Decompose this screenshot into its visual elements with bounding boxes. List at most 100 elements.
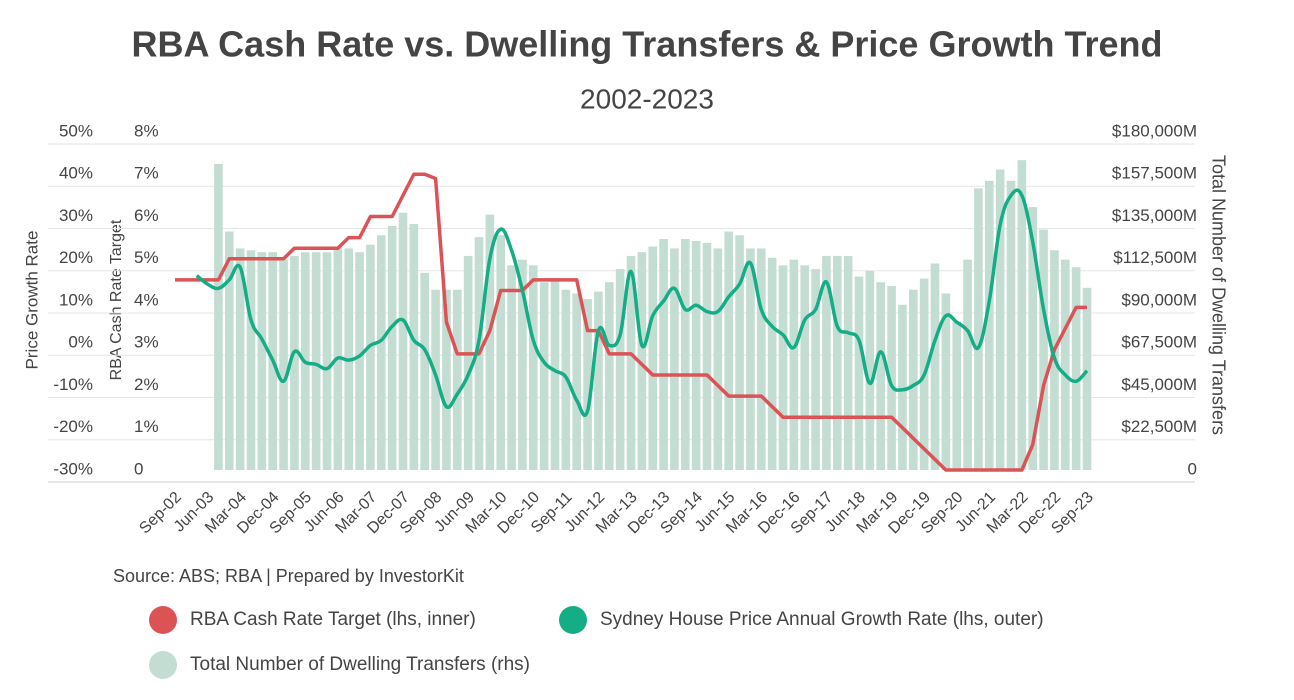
bar [376,235,386,470]
bar [974,188,983,471]
legend: RBA Cash Rate Target (lhs, inner) Sydney … [149,606,1044,679]
y2-tick-label: $180,000M [1112,121,1197,140]
bar [507,265,516,470]
y3-tick-label: 6% [134,206,159,225]
bar [887,285,896,470]
bar [409,224,419,470]
y2-tick-label: $45,000M [1121,375,1197,394]
bar [680,239,690,470]
chart-subtitle: 2002-2023 [580,83,714,114]
bar [724,231,734,470]
line [175,172,1087,472]
chart-title: RBA Cash Rate vs. Dwelling Transfers & P… [132,24,1163,65]
y-tick-label: 0% [68,333,93,352]
y2-tick-label: 0 [1188,459,1197,478]
y3-tick-label: 4% [134,290,159,309]
bar [485,214,495,470]
y-axis-title: Price Growth Rate [22,231,41,370]
bar [908,289,918,470]
y2-tick-label: $90,000M [1121,290,1197,309]
bar [691,240,701,470]
bar [311,252,321,470]
bar [1082,287,1092,470]
y-tick-label: 10% [59,290,93,309]
bar [702,242,712,470]
bar [442,289,451,470]
y3-tick-label: 5% [134,248,159,267]
bar [984,180,994,471]
bar [322,252,332,470]
bar [355,252,364,470]
y-tick-label: -30% [53,459,93,478]
y3-tick-label: 2% [134,375,159,394]
bar [246,250,256,470]
bar [767,257,777,470]
bar [952,321,962,470]
bar [1060,259,1070,470]
bar [572,293,582,470]
y2-tick-label: $67,500M [1121,333,1197,352]
bar [930,263,940,470]
bar [670,248,679,470]
bar [594,291,603,470]
bar [876,282,886,470]
bar [659,239,668,470]
y3-tick-label: 0 [134,459,143,478]
bar [865,270,875,470]
bar [626,255,636,470]
bar [604,282,614,470]
bar [583,299,592,470]
bar [257,252,267,470]
y-tick-label: 30% [59,206,93,225]
y-tick-label: -20% [53,417,93,436]
bar [746,248,755,470]
bar [214,163,223,470]
y3-axis-title: RBA Cash Rate Target [108,219,125,380]
legend-marker [559,606,587,634]
bar [854,276,864,470]
bar [235,248,245,470]
bar [1039,229,1048,470]
legend-label: Sydney House Price Annual Growth Rate (l… [600,609,1044,630]
bar [290,255,299,470]
bar [756,248,766,470]
y2-tick-label: $22,500M [1121,417,1197,436]
bar [1028,207,1038,470]
line [195,188,1089,418]
legend-label: RBA Cash Rate Target (lhs, inner) [190,609,476,630]
y3-tick-label: 3% [134,333,159,352]
bar [1071,267,1081,470]
bar [528,265,538,470]
bar [713,248,723,470]
y-tick-label: 40% [59,164,93,183]
bar [496,235,506,470]
bar [387,225,397,470]
bar [735,235,744,470]
bar [1017,160,1027,470]
bar [789,259,799,470]
legend-marker [149,651,177,679]
bar [832,255,842,470]
y3-tick-label: 7% [134,164,159,183]
y-tick-label: 50% [59,121,93,140]
bar [615,269,625,470]
y2-tick-label: $157,500M [1112,164,1197,183]
bar [843,255,853,470]
y2-axis-title: Total Number of Dwelling Transfers [1208,155,1228,435]
legend-label: Total Number of Dwelling Transfers (rhs) [190,654,530,675]
bar [224,231,234,470]
bar [550,280,560,470]
bar [648,246,658,470]
y-tick-label: -10% [53,375,93,394]
bar [898,304,907,470]
bar [822,255,831,470]
bar [800,265,810,470]
bar [398,212,408,470]
legend-marker [149,606,177,634]
bar [1006,180,1016,471]
bar [366,244,375,470]
bar [452,289,462,470]
y-tick-label: 20% [59,248,93,267]
bar [279,259,288,470]
